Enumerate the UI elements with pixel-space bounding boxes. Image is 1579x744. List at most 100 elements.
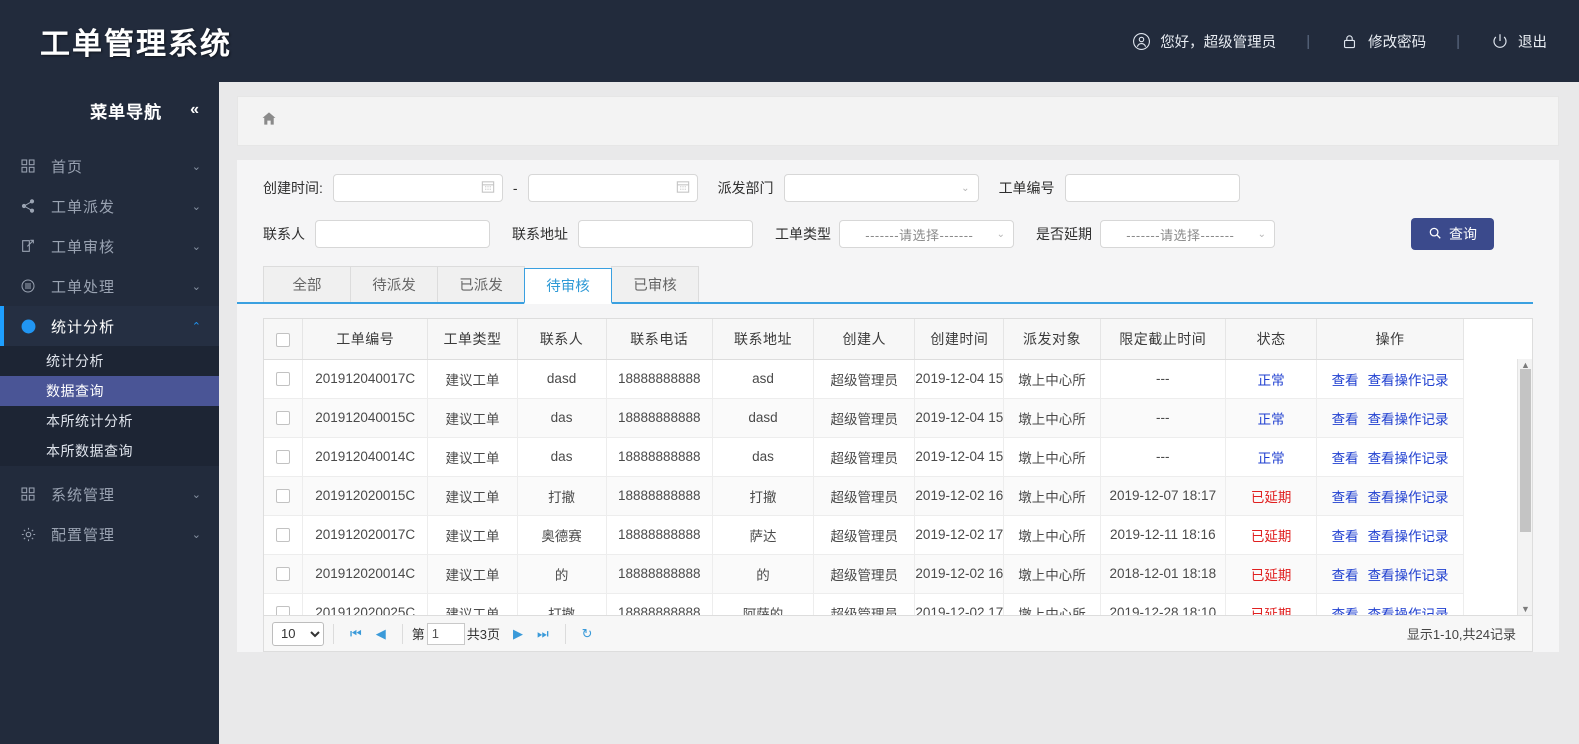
order-no-input[interactable] — [1064, 174, 1240, 202]
view-log-link[interactable]: 查看操作记录 — [1367, 489, 1449, 505]
view-log-link[interactable]: 查看操作记录 — [1367, 606, 1449, 616]
search-button[interactable]: 查询 — [1411, 218, 1494, 250]
sidebar-header: 菜单导航 « — [0, 82, 219, 138]
table-row[interactable]: 201912040015C 建议工单 das 18888888888 dasd 超级管理员… — [264, 398, 1464, 438]
table-row[interactable]: 201912020025C 建议工单 打撤 18888888888 阿萨的 超级管理员 20… — [264, 593, 1464, 615]
row-checkbox-cell[interactable] — [264, 476, 303, 516]
row-checkbox-cell[interactable] — [264, 554, 303, 594]
cell-status: 已延期 — [1225, 593, 1318, 615]
row-checkbox[interactable] — [275, 411, 290, 426]
scroll-down-icon[interactable]: ▼ — [1521, 604, 1530, 614]
table-row[interactable]: 201912020015C 建议工单 打撤 18888888888 打撤 超级管理员 201… — [264, 476, 1464, 516]
view-link[interactable]: 查看 — [1331, 528, 1359, 544]
greeting-text: 您好，超级管理员 — [1160, 34, 1277, 51]
row-checkbox-cell[interactable] — [264, 398, 303, 438]
tab-pending-dispatch[interactable]: 待派发 — [350, 266, 438, 302]
select-all-header[interactable] — [264, 319, 303, 360]
view-link[interactable]: 查看 — [1331, 606, 1359, 616]
first-page-icon[interactable]: ⏮ — [350, 625, 362, 641]
row-checkbox[interactable] — [275, 372, 290, 387]
cell-status: 已延期 — [1225, 554, 1318, 594]
next-page-icon[interactable]: ▶ — [512, 625, 523, 641]
create-time-end-input[interactable] — [527, 174, 698, 202]
view-link[interactable]: 查看 — [1331, 567, 1359, 583]
page-number-input[interactable] — [426, 622, 465, 645]
home-icon[interactable] — [260, 110, 278, 133]
sidebar-item-dispatch[interactable]: 工单派发 ⌄ — [0, 186, 219, 226]
create-time-start-input[interactable] — [332, 174, 503, 202]
cell-contact: dasd — [517, 359, 607, 399]
sidebar-item-statistics[interactable]: 统计分析 ⌃ — [0, 306, 219, 346]
grid-icon — [20, 486, 42, 502]
cell-status: 正常 — [1225, 437, 1318, 477]
sidebar-item-home[interactable]: 首页 ⌄ — [0, 146, 219, 186]
tab-all[interactable]: 全部 — [263, 266, 351, 302]
row-checkbox-cell[interactable] — [264, 515, 303, 555]
refresh-icon[interactable]: ↻ — [581, 625, 593, 641]
view-link[interactable]: 查看 — [1331, 450, 1359, 466]
table-scrollbar[interactable]: ▲ ▼ — [1517, 359, 1532, 615]
row-checkbox[interactable] — [275, 606, 290, 615]
change-password-button[interactable]: 修改密码 — [1336, 31, 1430, 52]
row-checkbox-cell[interactable] — [264, 593, 303, 615]
sidebar-subitem-data-query[interactable]: 数据查询 — [0, 376, 219, 406]
prev-page-icon[interactable]: ◀ — [375, 625, 386, 641]
search-button-label: 查询 — [1449, 226, 1477, 242]
sidebar-item-process[interactable]: 工单处理 ⌄ — [0, 266, 219, 306]
view-log-link[interactable]: 查看操作记录 — [1367, 528, 1449, 544]
header-divider-2: | — [1456, 32, 1460, 50]
order-type-select[interactable]: -------请选择------- ⌄ — [839, 220, 1014, 248]
sidebar-item-audit[interactable]: 工单审核 ⌄ — [0, 226, 219, 266]
dispatch-dept-select[interactable]: ⌄ — [783, 174, 979, 202]
address-input[interactable] — [578, 220, 753, 248]
sidebar-item-label: 统计分析 — [51, 318, 116, 336]
view-log-link[interactable]: 查看操作记录 — [1367, 450, 1449, 466]
scroll-up-icon[interactable]: ▲ — [1521, 360, 1530, 370]
select-all-checkbox[interactable] — [275, 332, 290, 347]
cell-actions: 查看 查看操作记录 — [1316, 554, 1464, 594]
delayed-select[interactable]: -------请选择------- ⌄ — [1100, 220, 1275, 248]
tab-pending-audit[interactable]: 待审核 — [524, 268, 612, 304]
table-row[interactable]: 201912040014C 建议工单 das 18888888888 das 超级管理员 2… — [264, 437, 1464, 477]
user-greeting[interactable]: 您好，超级管理员 — [1128, 31, 1280, 52]
table-row[interactable]: 201912020014C 建议工单的 18888888888 的超级管理员 2019-… — [264, 554, 1464, 594]
view-log-link[interactable]: 查看操作记录 — [1367, 567, 1449, 583]
row-checkbox-cell[interactable] — [264, 359, 303, 399]
sidebar-subitem-statistics[interactable]: 统计分析 — [46, 353, 104, 369]
status-badge: 正常 — [1257, 372, 1285, 388]
row-checkbox[interactable] — [275, 567, 290, 582]
view-log-link[interactable]: 查看操作记录 — [1367, 372, 1449, 388]
tab-audited[interactable]: 已审核 — [611, 266, 699, 302]
sidebar-subitem-local-data-query[interactable]: 本所数据查询 — [46, 443, 133, 459]
table-row[interactable]: 201912020017C 建议工单 奥德赛 18888888888 萨达 超级管理员 20… — [264, 515, 1464, 555]
view-log-link[interactable]: 查看操作记录 — [1367, 411, 1449, 427]
sidebar-title: 菜单导航 — [90, 102, 163, 122]
cell-dispatch-target: 墩上中心所 — [1003, 554, 1101, 594]
chevron-down-icon: ⌄ — [996, 228, 1005, 240]
logout-button[interactable]: 退出 — [1486, 31, 1551, 52]
tab-dispatched[interactable]: 已派发 — [437, 266, 525, 302]
sidebar-item-config[interactable]: 配置管理 ⌄ — [0, 514, 219, 554]
row-checkbox[interactable] — [275, 450, 290, 465]
contact-input[interactable] — [315, 220, 490, 248]
dispatch-dept-label: 派发部门 — [717, 180, 774, 196]
pager-divider-3 — [564, 623, 566, 644]
col-actions: 操作 — [1316, 319, 1464, 360]
page-size-select[interactable]: 102050100 — [272, 621, 324, 646]
cell-contact: das — [517, 437, 607, 477]
cell-contact: 的 — [517, 554, 607, 594]
sidebar-collapse-icon[interactable]: « — [190, 101, 199, 118]
row-checkbox[interactable] — [275, 528, 290, 543]
cell-order-type: 建议工单 — [427, 398, 518, 438]
sidebar-item-system[interactable]: 系统管理 ⌄ — [0, 474, 219, 514]
cell-phone: 18888888888 — [606, 554, 713, 594]
sidebar-subitem-local-statistics[interactable]: 本所统计分析 — [46, 413, 133, 429]
view-link[interactable]: 查看 — [1331, 372, 1359, 388]
table-row[interactable]: 201912040017C 建议工单 dasd 18888888888 asd 超级管理员… — [264, 359, 1464, 399]
row-checkbox-cell[interactable] — [264, 437, 303, 477]
view-link[interactable]: 查看 — [1331, 411, 1359, 427]
scrollbar-thumb[interactable] — [1520, 369, 1531, 532]
row-checkbox[interactable] — [275, 489, 290, 504]
view-link[interactable]: 查看 — [1331, 489, 1359, 505]
last-page-icon[interactable]: ⏭ — [536, 625, 549, 641]
